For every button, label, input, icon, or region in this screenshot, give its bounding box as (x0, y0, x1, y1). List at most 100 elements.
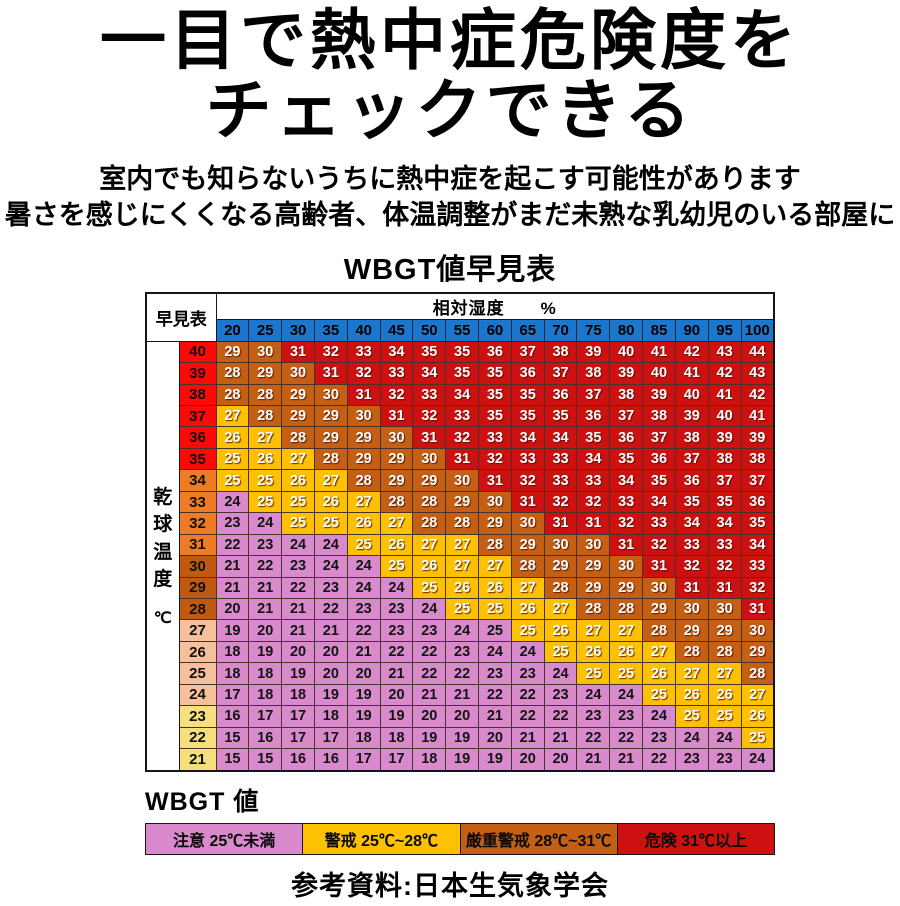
wbgt-cell: 29 (609, 576, 644, 599)
subtitle-block: 室内でも知らないうちに熱中症を起こす可能性があります 暑さを感じにくくなる高齢者… (0, 162, 900, 234)
wbgt-cell: 26 (412, 555, 447, 578)
humidity-axis-label: 相対湿度 % (215, 292, 775, 320)
wbgt-cell: 26 (609, 640, 644, 664)
wbgt-cell: 32 (740, 576, 775, 599)
wbgt-cell: 29 (281, 383, 315, 407)
wbgt-value-label: WBGT 値 (145, 787, 260, 816)
wbgt-cell: 29 (313, 426, 348, 449)
wbgt-cell: 18 (215, 640, 250, 664)
wbgt-cell: 24 (248, 512, 283, 535)
wbgt-cell: 25 (281, 512, 315, 535)
wbgt-cell: 24 (740, 748, 775, 772)
wbgt-cell: 25 (215, 469, 250, 492)
wbgt-cell: 33 (346, 340, 381, 364)
wbgt-cell: 25 (707, 705, 742, 728)
wbgt-cell: 23 (215, 512, 250, 535)
wbgt-cell: 22 (478, 683, 512, 707)
wbgt-cell: 38 (707, 447, 742, 471)
wbgt-cell: 35 (740, 512, 775, 535)
wbgt-cell: 29 (740, 640, 775, 664)
wbgt-cell: 27 (609, 619, 644, 642)
wbgt-cell: 21 (215, 555, 250, 578)
wbgt-cell: 22 (215, 533, 250, 557)
wbgt-cell: 19 (445, 748, 479, 772)
wbgt-cell: 23 (510, 662, 545, 685)
wbgt-cell: 28 (346, 469, 381, 492)
wbgt-cell: 26 (445, 576, 479, 599)
wbgt-cell: 30 (313, 383, 348, 407)
wbgt-cell: 27 (445, 533, 479, 557)
wbgt-cell: 35 (642, 469, 676, 492)
wbgt-cell: 34 (740, 533, 775, 557)
wbgt-cell: 41 (642, 340, 676, 364)
wbgt-cell: 38 (674, 426, 709, 449)
wbgt-cell: 27 (248, 426, 283, 449)
wbgt-cell: 30 (543, 533, 578, 557)
legend-item: 警戒 25℃~28℃ (302, 823, 460, 854)
wbgt-cell: 28 (313, 447, 348, 471)
wbgt-cell: 30 (379, 426, 414, 449)
wbgt-cell: 37 (543, 362, 578, 385)
wbgt-cell: 31 (576, 512, 611, 535)
wbgt-cell: 21 (281, 619, 315, 642)
wbgt-cell: 17 (281, 726, 315, 750)
wbgt-cell: 25 (248, 490, 283, 514)
wbgt-cell: 17 (346, 748, 381, 772)
wbgt-cell: 26 (215, 426, 250, 449)
wbgt-cell: 28 (248, 383, 283, 407)
wbgt-cell: 31 (740, 597, 775, 621)
wbgt-cell: 23 (346, 597, 381, 621)
humidity-header-cell: 70 (543, 318, 578, 342)
wbgt-cell: 34 (379, 340, 414, 364)
humidity-header-cell: 100 (740, 318, 775, 342)
wbgt-cell: 39 (740, 426, 775, 449)
wbgt-cell: 38 (576, 362, 611, 385)
table-row: 36 26 27 28 29 29 30 31 32 33 34 34 35 36 37 38 39 39 (146, 426, 775, 449)
wbgt-cell: 22 (642, 748, 676, 772)
wbgt-cell: 30 (445, 469, 479, 492)
temperature-header-cell: 28 (178, 597, 217, 621)
wbgt-cell: 33 (412, 383, 447, 407)
wbgt-cell: 37 (576, 383, 611, 407)
wbgt-cell: 23 (281, 555, 315, 578)
humidity-axis-row: 早見表 相対湿度 % (145, 292, 775, 342)
wbgt-cell: 32 (478, 447, 512, 471)
wbgt-cell: 43 (707, 340, 742, 364)
wbgt-cell: 18 (215, 662, 250, 685)
wbgt-cell: 31 (412, 426, 447, 449)
wbgt-cell: 32 (707, 555, 742, 578)
wbgt-cell: 16 (215, 705, 250, 728)
wbgt-cell: 25 (478, 619, 512, 642)
wbgt-cell: 33 (642, 512, 676, 535)
humidity-header-cell: 65 (510, 318, 545, 342)
table-row: 乾球温度 ℃ 40 29 30 31 32 33 34 35 35 36 37 38 39 40 41 42 43 4… (145, 340, 775, 772)
wbgt-cell: 19 (313, 683, 348, 707)
table-row: 35 25 26 27 28 29 29 30 31 32 33 33 34 35 36 37 38 38 (146, 447, 775, 471)
wbgt-cell: 30 (478, 490, 512, 514)
wbgt-cell: 28 (543, 576, 578, 599)
temperature-header-cell: 31 (178, 533, 217, 557)
wbgt-cell: 18 (379, 726, 414, 750)
wbgt-cell: 30 (740, 619, 775, 642)
temperature-axis-characters: 乾球温度 (147, 484, 178, 594)
wbgt-cell: 27 (412, 533, 447, 557)
wbgt-cell: 20 (281, 640, 315, 664)
wbgt-cell: 35 (543, 405, 578, 428)
wbgt-cell: 28 (478, 533, 512, 557)
wbgt-cell: 33 (543, 447, 578, 471)
wbgt-cell: 17 (281, 705, 315, 728)
wbgt-cell: 28 (281, 426, 315, 449)
wbgt-cell: 24 (576, 683, 611, 707)
wbgt-cell: 21 (313, 619, 348, 642)
wbgt-cell: 43 (740, 362, 775, 385)
wbgt-cell: 21 (248, 576, 283, 599)
wbgt-cell: 33 (478, 426, 512, 449)
legend-item: 注意 25℃未満 (146, 823, 303, 854)
humidity-header-cell: 60 (478, 318, 512, 342)
wbgt-cell: 33 (609, 490, 644, 514)
wbgt-cell: 24 (281, 533, 315, 557)
wbgt-cell: 23 (379, 597, 414, 621)
wbgt-cell: 20 (346, 662, 381, 685)
temperature-header-cell: 35 (178, 447, 217, 471)
wbgt-cell: 22 (543, 705, 578, 728)
